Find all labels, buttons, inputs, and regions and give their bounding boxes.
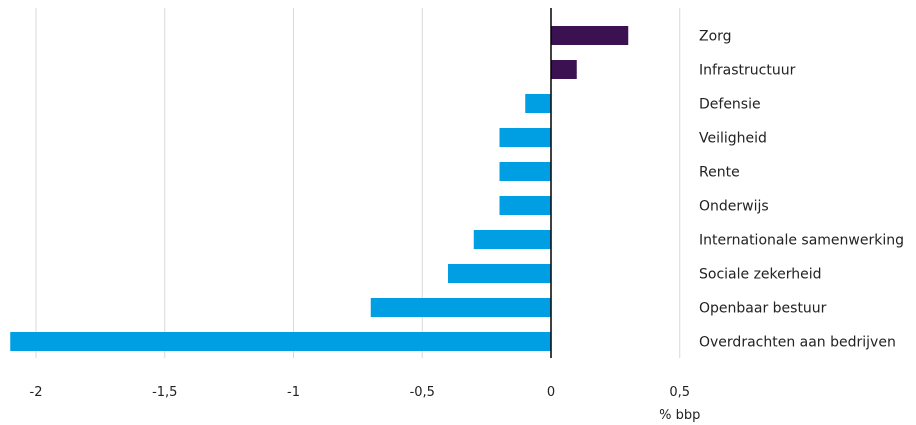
bar-onderwijs (499, 196, 551, 215)
bar-sociale-zekerheid (448, 264, 551, 283)
x-tick-label: 0 (547, 385, 555, 400)
category-label: Rente (699, 165, 740, 181)
x-axis-title: % bbp (659, 408, 700, 423)
category-label: Overdrachten aan bedrijven (699, 335, 896, 351)
bar-defensie (525, 94, 551, 113)
x-tick-label: 0,5 (669, 385, 690, 400)
x-tick-label: -2 (30, 385, 43, 400)
x-tick-label: -0,5 (410, 385, 435, 400)
category-label: Infrastructuur (699, 63, 796, 79)
category-label: Openbaar bestuur (699, 301, 827, 317)
bar-openbaar-bestuur (370, 298, 551, 317)
category-label: Sociale zekerheid (699, 267, 822, 283)
x-tick-labels: -2 -1,5 -1 -0,5 0 0,5 (30, 385, 691, 400)
category-label: Onderwijs (699, 199, 769, 215)
bar-zorg (551, 26, 629, 45)
category-label: Defensie (699, 97, 761, 113)
category-label: Zorg (699, 29, 732, 45)
gridlines (35, 8, 681, 358)
x-tick-label: -1 (287, 385, 300, 400)
category-label: Internationale samenwerking (699, 233, 904, 249)
bar-overdrachten-aan-bedrijven (10, 332, 551, 351)
bar-internationale-samenwerking (473, 230, 551, 249)
bars (10, 26, 629, 351)
category-labels: Zorg Infrastructuur Defensie Veiligheid Rent… (699, 29, 904, 351)
category-label: Veiligheid (699, 131, 767, 147)
bar-veiligheid (499, 128, 551, 147)
x-tick-label: -1,5 (152, 385, 177, 400)
bar-rente (499, 162, 551, 181)
bar-infrastructuur (551, 60, 577, 79)
